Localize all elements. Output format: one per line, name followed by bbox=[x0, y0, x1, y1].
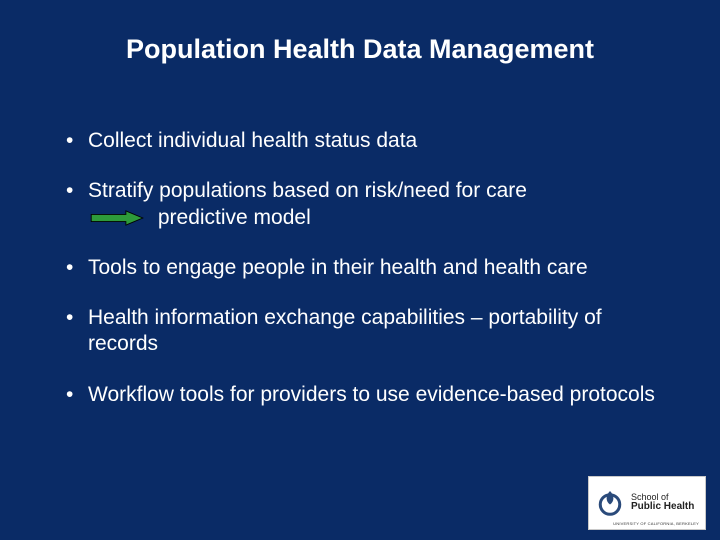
logo-subtext: UNIVERSITY OF CALIFORNIA, BERKELEY bbox=[613, 521, 699, 526]
logo-text: School of Public Health bbox=[631, 493, 694, 513]
footer-logo: School of Public Health UNIVERSITY OF CA… bbox=[588, 476, 706, 530]
logo-mark-icon bbox=[595, 488, 625, 518]
slide: Population Health Data Management Collec… bbox=[0, 0, 720, 540]
slide-title: Population Health Data Management bbox=[0, 34, 720, 65]
bullet-subtext: predictive model bbox=[158, 206, 311, 229]
arrow-icon bbox=[88, 210, 146, 226]
list-item: Health information exchange capabilities… bbox=[60, 305, 670, 358]
list-item: Workflow tools for providers to use evid… bbox=[60, 382, 670, 408]
list-item: Tools to engage people in their health a… bbox=[60, 255, 670, 281]
bullet-text: Workflow tools for providers to use evid… bbox=[88, 383, 655, 406]
list-item: Collect individual health status data bbox=[60, 128, 670, 154]
logo-line2: Public Health bbox=[631, 502, 694, 513]
bullet-list-container: Collect individual health status data St… bbox=[60, 128, 670, 432]
bullet-list: Collect individual health status data St… bbox=[60, 128, 670, 408]
bullet-text: Health information exchange capabilities… bbox=[88, 306, 602, 355]
bullet-text: Stratify populations based on risk/need … bbox=[88, 179, 527, 202]
list-item: Stratify populations based on risk/need … bbox=[60, 178, 670, 231]
bullet-text: Tools to engage people in their health a… bbox=[88, 256, 588, 279]
bullet-text: Collect individual health status data bbox=[88, 129, 417, 152]
bullet-subline: predictive model bbox=[88, 205, 670, 231]
